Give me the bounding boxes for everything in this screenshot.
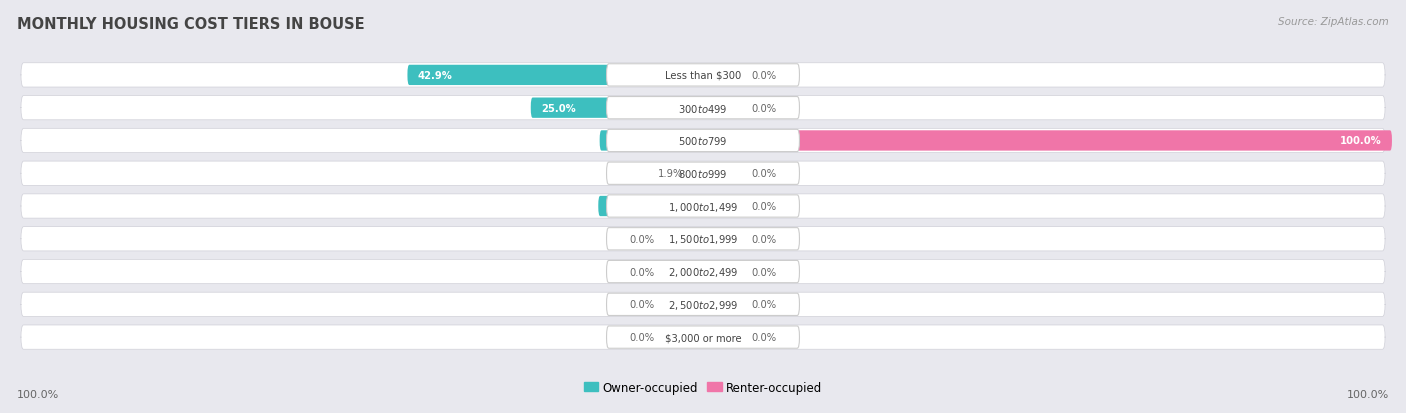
FancyBboxPatch shape [408,66,703,86]
FancyBboxPatch shape [703,66,744,86]
Text: 100.0%: 100.0% [1340,136,1382,146]
Text: $300 to $499: $300 to $499 [678,102,728,114]
Text: 0.0%: 0.0% [630,267,655,277]
Text: 0.0%: 0.0% [751,332,776,342]
FancyBboxPatch shape [21,292,1385,317]
FancyBboxPatch shape [606,97,800,119]
FancyBboxPatch shape [703,262,744,282]
FancyBboxPatch shape [662,262,703,282]
Text: 0.0%: 0.0% [751,103,776,114]
Text: 0.0%: 0.0% [630,234,655,244]
Text: 25.0%: 25.0% [541,103,576,114]
Text: Source: ZipAtlas.com: Source: ZipAtlas.com [1278,17,1389,26]
Text: 0.0%: 0.0% [751,202,776,211]
Text: 42.9%: 42.9% [418,71,453,81]
Text: $2,000 to $2,499: $2,000 to $2,499 [668,266,738,278]
Text: $3,000 or more: $3,000 or more [665,332,741,342]
FancyBboxPatch shape [21,227,1385,251]
FancyBboxPatch shape [703,327,744,347]
Text: Less than $300: Less than $300 [665,71,741,81]
FancyBboxPatch shape [703,164,744,184]
FancyBboxPatch shape [21,64,1385,88]
FancyBboxPatch shape [21,325,1385,349]
Text: $500 to $799: $500 to $799 [678,135,728,147]
FancyBboxPatch shape [703,196,744,217]
Text: MONTHLY HOUSING COST TIERS IN BOUSE: MONTHLY HOUSING COST TIERS IN BOUSE [17,17,364,31]
FancyBboxPatch shape [662,229,703,249]
FancyBboxPatch shape [21,96,1385,121]
Text: 0.0%: 0.0% [751,169,776,179]
FancyBboxPatch shape [21,129,1385,153]
Text: 100.0%: 100.0% [1347,389,1389,399]
FancyBboxPatch shape [703,98,744,119]
FancyBboxPatch shape [690,164,703,184]
FancyBboxPatch shape [21,162,1385,186]
FancyBboxPatch shape [662,294,703,315]
Text: 15.0%: 15.0% [610,136,645,146]
Legend: Owner-occupied, Renter-occupied: Owner-occupied, Renter-occupied [579,376,827,399]
Text: $1,500 to $1,999: $1,500 to $1,999 [668,233,738,246]
FancyBboxPatch shape [21,260,1385,284]
FancyBboxPatch shape [662,327,703,347]
Text: 0.0%: 0.0% [630,299,655,310]
FancyBboxPatch shape [703,131,1392,151]
FancyBboxPatch shape [21,195,1385,218]
FancyBboxPatch shape [703,294,744,315]
FancyBboxPatch shape [606,195,800,218]
FancyBboxPatch shape [599,131,703,151]
Text: 0.0%: 0.0% [751,299,776,310]
Text: $2,500 to $2,999: $2,500 to $2,999 [668,298,738,311]
Text: 0.0%: 0.0% [630,332,655,342]
Text: 0.0%: 0.0% [751,71,776,81]
FancyBboxPatch shape [606,163,800,185]
FancyBboxPatch shape [606,326,800,349]
FancyBboxPatch shape [606,261,800,283]
FancyBboxPatch shape [599,196,703,217]
Text: 15.2%: 15.2% [609,202,644,211]
FancyBboxPatch shape [531,98,703,119]
FancyBboxPatch shape [703,229,744,249]
FancyBboxPatch shape [606,64,800,87]
FancyBboxPatch shape [606,228,800,250]
Text: 1.9%: 1.9% [658,169,683,179]
Text: 100.0%: 100.0% [17,389,59,399]
Text: 0.0%: 0.0% [751,234,776,244]
FancyBboxPatch shape [606,294,800,316]
Text: 0.0%: 0.0% [751,267,776,277]
Text: $800 to $999: $800 to $999 [678,168,728,180]
Text: $1,000 to $1,499: $1,000 to $1,499 [668,200,738,213]
FancyBboxPatch shape [606,130,800,152]
